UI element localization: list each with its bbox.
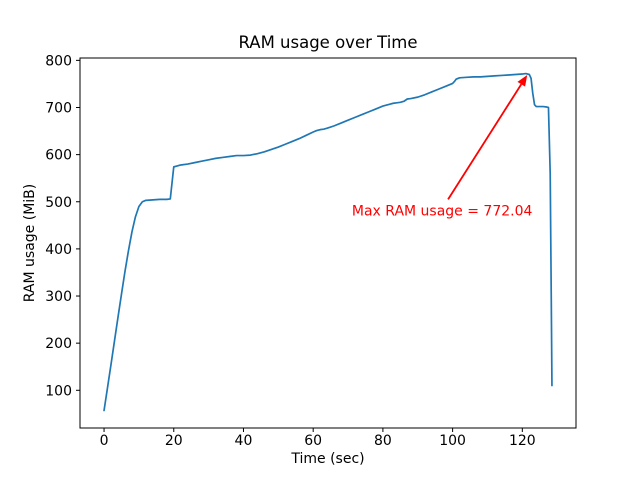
max-ram-annotation-text: Max RAM usage = 772.04 <box>352 204 533 220</box>
x-tick-label: 100 <box>439 433 466 449</box>
x-axis-label: Time (sec) <box>290 451 364 467</box>
y-tick-label: 600 <box>45 148 72 164</box>
arrow-shaft <box>447 83 523 200</box>
y-tick-label: 300 <box>45 289 72 305</box>
y-tick-label: 400 <box>45 242 72 258</box>
y-tick-label: 700 <box>45 100 72 116</box>
y-axis-ticks: 100 200 300 400 500 600 700 800 <box>45 53 80 399</box>
y-tick-label: 800 <box>45 53 72 69</box>
y-tick-label: 500 <box>45 195 72 211</box>
x-tick-label: 0 <box>100 433 109 449</box>
x-tick-label: 120 <box>509 433 536 449</box>
x-axis-ticks: 0 20 40 60 80 100 120 <box>100 428 536 449</box>
x-tick-label: 20 <box>165 433 183 449</box>
chart-title: RAM usage over Time <box>238 33 417 52</box>
ram-usage-line <box>103 72 553 412</box>
arrow-head <box>517 74 528 87</box>
x-tick-label: 40 <box>235 433 253 449</box>
y-tick-label: 200 <box>45 336 72 352</box>
max-ram-annotation-arrow <box>447 74 528 200</box>
y-axis-label: RAM usage (MiB) <box>22 184 38 302</box>
plot-area <box>79 57 577 429</box>
ram-usage-path <box>103 72 553 412</box>
y-tick-label: 100 <box>45 383 72 399</box>
x-tick-label: 60 <box>304 433 322 449</box>
x-tick-label: 80 <box>374 433 392 449</box>
